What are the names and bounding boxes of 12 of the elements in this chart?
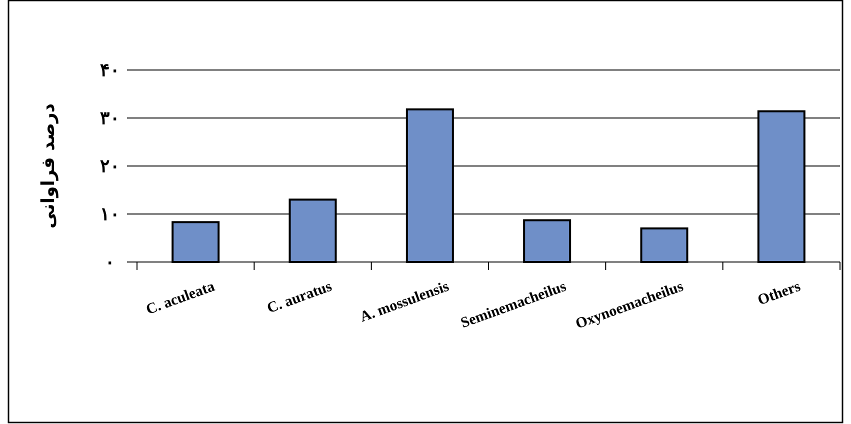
x-tick-label: C. aculeata	[144, 278, 218, 318]
y-axis-title: درصد فراوانی	[38, 103, 59, 229]
x-tick-label: Others	[756, 278, 803, 309]
y-tick-label: ۳۰	[100, 108, 120, 128]
bar	[640, 227, 688, 263]
bar	[172, 221, 220, 263]
x-tick-label: C. auratus	[265, 278, 334, 317]
y-tick-label: ۲۰	[100, 156, 120, 176]
y-tick-label: ۴۰	[100, 60, 120, 80]
y-tick-label: ۰	[105, 252, 115, 272]
bar	[523, 219, 572, 263]
y-tick-label: ۱۰	[100, 204, 120, 224]
